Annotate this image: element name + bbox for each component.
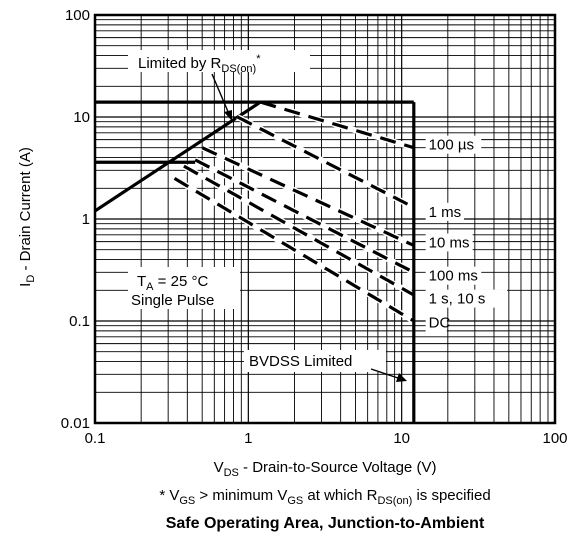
rds-limit-arrowhead	[224, 110, 232, 121]
series-10-ms	[201, 146, 415, 247]
x-tick-label: 0.1	[85, 430, 106, 447]
series-lines	[94, 99, 416, 423]
bvdss-arrow	[370, 368, 399, 379]
rds-limit-arrow	[211, 73, 230, 115]
conditions-line1: TA = 25 °C	[137, 273, 208, 293]
y-tick-label: 0.1	[69, 313, 90, 330]
rds-limit-label-bg	[128, 50, 310, 72]
series-1-ms	[236, 115, 415, 209]
series-label: 1 s, 10 s	[429, 291, 486, 308]
series-label-bg	[425, 313, 447, 332]
series-100-ms	[194, 158, 415, 274]
bvdss-label-bg	[244, 350, 386, 372]
series-label: 100 µs	[429, 137, 474, 154]
series-label: DC	[429, 315, 451, 332]
y-tick-label: 100	[65, 7, 90, 24]
series-label: 1 ms	[429, 204, 462, 221]
chart-title: Safe Operating Area, Junction-to-Ambient	[166, 515, 485, 532]
series-label-bg	[425, 266, 482, 285]
series-1-s-10-s	[183, 164, 415, 297]
x-axis-label: VDS - Drain-to-Source Voltage (V)	[214, 459, 437, 479]
series-label: 100 ms	[429, 268, 478, 285]
conditions-label-bg	[128, 267, 240, 309]
conditions-line2: Single Pulse	[131, 292, 214, 309]
x-tick-label: 1	[244, 430, 252, 447]
footnote: * VGS > minimum VGS at which RDS(on) is …	[159, 487, 490, 507]
series-dc	[173, 177, 415, 323]
series-label-bg	[425, 289, 508, 308]
x-tick-label: 100	[542, 430, 567, 447]
bvdss-arrowhead	[396, 373, 407, 382]
y-tick-label: 1	[82, 211, 90, 228]
rds-limit-label: Limited by RDS(on)*	[138, 53, 261, 75]
bvdss-label: BVDSS Limited	[249, 353, 352, 370]
series-100-s	[260, 100, 415, 150]
plot-frame	[93, 13, 557, 425]
y-tick-label: 10	[73, 109, 90, 126]
series-label-bg	[425, 135, 482, 154]
y-tick-label: 0.01	[61, 415, 90, 432]
x-tick-label: 10	[393, 430, 410, 447]
series-label-bg	[425, 202, 465, 221]
series-limited-by-rds-on	[94, 100, 262, 213]
y-axis-label: ID - Drain Current (A)	[17, 147, 37, 287]
series-labels: 100 µs 1 ms 10 ms 100 ms 1 s, 10 s DC	[425, 135, 508, 332]
series-label: 10 ms	[429, 234, 470, 251]
series-label-bg	[425, 233, 473, 252]
